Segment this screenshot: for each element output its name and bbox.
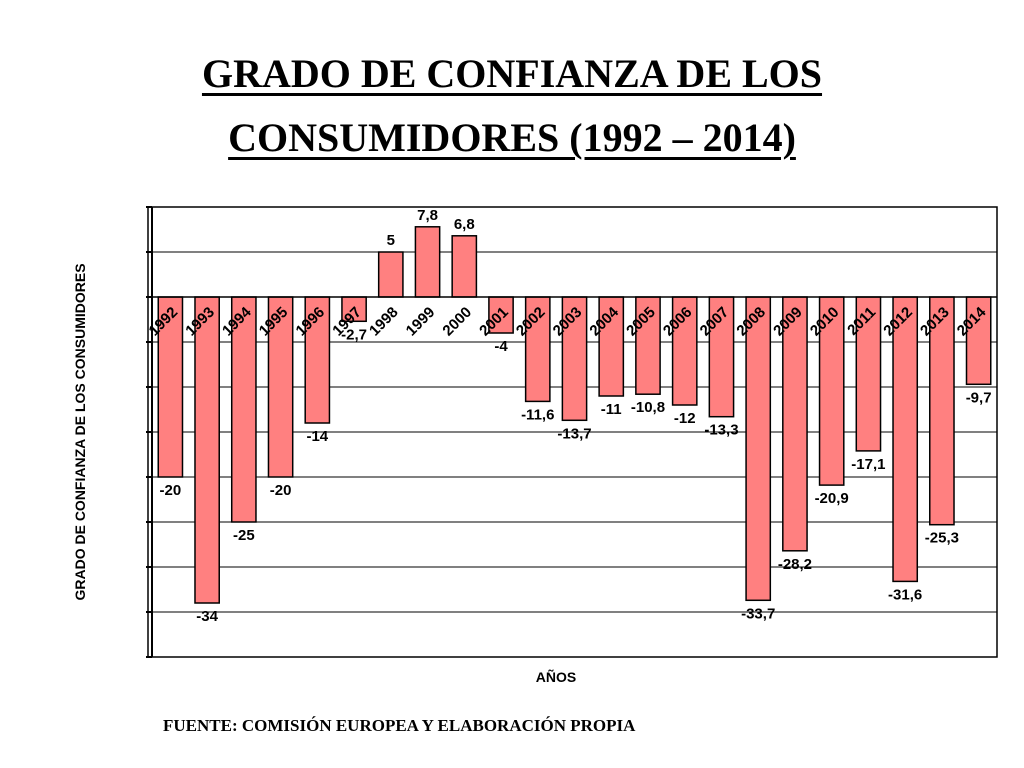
bar-1993 [194,296,220,604]
bar-2012 [892,296,919,583]
bar-2014 [965,296,992,386]
bar-2008 [745,296,772,602]
data-label-1997: -2,7 [341,326,367,343]
y-axis-ticks [146,206,152,658]
bar-1998 [377,251,404,298]
data-label-2003: -13,7 [557,425,591,442]
data-label-1999: 7,8 [417,207,438,224]
data-label-1994: -25 [233,527,255,544]
bar-2001 [488,296,514,334]
data-label-2014: -9,7 [966,389,992,406]
bar-2013 [929,296,955,526]
data-label-2011: -17,1 [851,456,885,473]
bar-1995 [267,296,294,478]
data-label-2000: 6,8 [454,216,475,233]
bar-2002 [524,296,551,403]
data-label-2012: -31,6 [888,586,922,603]
data-label-2013: -25,3 [925,530,959,547]
bar-2010 [818,296,845,486]
data-label-2009: -28,2 [778,556,812,573]
data-label-1996: -14 [306,428,328,445]
data-label-2002: -11,6 [521,406,554,423]
bar-2003 [561,296,588,422]
data-label-2007: -13,3 [704,422,738,439]
bar-2007 [708,296,735,418]
page-title-line-2: CONSUMIDORES (1992 – 2014) [228,115,796,160]
page-title-line-1: GRADO DE CONFIANZA DE LOS [201,51,823,96]
data-label-2010: -20,9 [815,490,849,507]
data-labels: -20 -34 -25 -20 -14 -2,7 5 7,8 6,8 -4 -11,6-13,7 -1… [160,207,992,625]
bar-1999 [414,226,441,298]
data-label-2001: -4 [494,338,508,355]
y-axis-title: GRADO DE CONFIANZA DE LOS CONSUMIDORES [72,263,88,600]
data-label-1992: -20 [160,482,182,499]
source-note: FUENTE: COMISIÓN EUROPEA Y ELABORACIÓN P… [163,716,636,735]
bar-1996 [304,296,331,424]
data-label-2008: -33,7 [741,605,775,622]
bar-1994 [230,296,257,523]
data-label-2004: -11 [601,401,622,418]
bar-2000 [451,235,478,298]
bar-2004 [598,296,625,397]
bar-2011 [855,296,882,452]
data-label-2006: -12 [674,410,696,427]
bars [157,226,992,604]
bar-1992 [157,296,184,478]
data-label-2005: -10,8 [631,399,665,416]
data-label-1993: -34 [196,608,218,625]
data-label-1998: 5 [387,232,395,249]
data-label-1995: -20 [270,482,292,499]
bar-2005 [635,296,661,395]
bar-2006 [671,296,698,406]
x-axis-title: AÑOS [536,668,576,685]
